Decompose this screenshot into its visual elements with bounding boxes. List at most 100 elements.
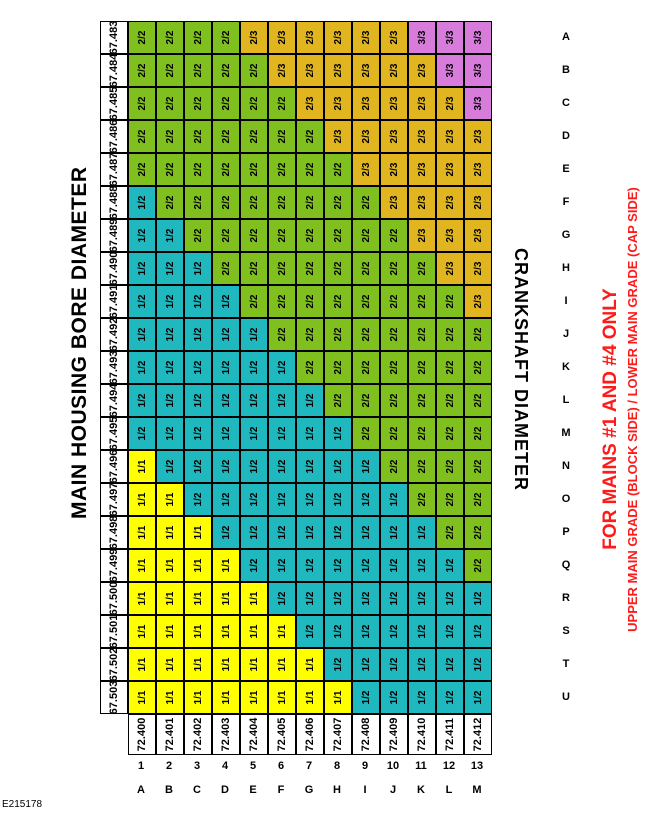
grade-cell: 1/2 — [352, 516, 380, 549]
row-letter: S — [562, 625, 570, 638]
grade-cell: 1/2 — [184, 285, 212, 318]
crank-diameter-header: 67.496 — [100, 450, 128, 483]
grade-cell: 2/2 — [352, 384, 380, 417]
column-number: 4 — [221, 760, 229, 772]
grade-cell: 1/2 — [212, 516, 240, 549]
grade-cell: 1/2 — [324, 615, 352, 648]
grade-cell: 1/1 — [240, 648, 268, 681]
grade-cell: 2/2 — [296, 153, 324, 186]
grade-cell: 2/2 — [128, 87, 156, 120]
grade-cell: 2/2 — [324, 153, 352, 186]
grade-cell: 2/2 — [436, 450, 464, 483]
grade-cell: 2/2 — [352, 351, 380, 384]
grade-cell: 2/3 — [408, 120, 436, 153]
grade-cell: 3/3 — [464, 21, 492, 54]
grade-cell: 1/1 — [156, 516, 184, 549]
grade-cell: 2/2 — [268, 153, 296, 186]
bore-diameter-header: 72.409 — [380, 714, 408, 755]
grade-cell: 1/1 — [184, 582, 212, 615]
crank-diameter-header: 67.494 — [100, 384, 128, 417]
grade-cell: 1/2 — [240, 549, 268, 582]
grade-cell: 1/2 — [408, 615, 436, 648]
grade-cell: 2/3 — [408, 219, 436, 252]
grade-cell: 1/2 — [156, 285, 184, 318]
column-letter: B — [165, 784, 173, 796]
column-number: 5 — [249, 760, 257, 772]
crank-diameter-header: 67.499 — [100, 549, 128, 582]
grade-cell: 1/1 — [128, 483, 156, 516]
grade-cell: 2/2 — [184, 87, 212, 120]
grade-cell: 1/2 — [240, 318, 268, 351]
grade-cell: 2/2 — [408, 318, 436, 351]
column-number: 9 — [361, 760, 369, 772]
grade-cell: 1/2 — [268, 351, 296, 384]
grade-cell: 1/2 — [296, 549, 324, 582]
grade-cell: 1/1 — [156, 681, 184, 714]
grade-cell: 1/2 — [156, 450, 184, 483]
grade-cell: 1/2 — [212, 285, 240, 318]
grade-cell: 1/1 — [156, 549, 184, 582]
row-letter: E — [562, 163, 570, 176]
grade-cell: 1/1 — [240, 615, 268, 648]
grade-cell: 2/2 — [324, 351, 352, 384]
grade-cell: 1/2 — [184, 252, 212, 285]
crank-diameter-header: 67.497 — [100, 483, 128, 516]
grade-cell: 1/2 — [240, 351, 268, 384]
bore-diameter-header: 72.406 — [296, 714, 324, 755]
grade-cell: 2/2 — [156, 54, 184, 87]
bore-diameter-header: 72.402 — [184, 714, 212, 755]
grade-cell: 2/2 — [128, 54, 156, 87]
grade-cell: 1/2 — [380, 681, 408, 714]
grade-cell: 2/2 — [296, 318, 324, 351]
grade-cell: 2/2 — [436, 318, 464, 351]
grade-cell: 1/1 — [128, 615, 156, 648]
grade-cell: 2/2 — [268, 285, 296, 318]
crank-diameter-header: 67.483 — [100, 21, 128, 54]
grade-cell: 2/2 — [240, 186, 268, 219]
grade-cell: 1/1 — [212, 549, 240, 582]
grade-cell: 1/1 — [128, 681, 156, 714]
figure-id: E215178 — [2, 799, 43, 810]
grade-cell: 2/3 — [464, 186, 492, 219]
grade-cell: 2/2 — [184, 120, 212, 153]
bore-diameter-header: 72.410 — [408, 714, 436, 755]
grade-cell: 1/2 — [380, 582, 408, 615]
bore-diameter-header: 72.401 — [156, 714, 184, 755]
grade-cell: 2/2 — [324, 384, 352, 417]
grade-cell: 1/2 — [184, 483, 212, 516]
grade-cell: 1/2 — [296, 615, 324, 648]
grade-cell: 2/2 — [408, 417, 436, 450]
grade-cell: 2/3 — [380, 186, 408, 219]
row-letter: P — [562, 526, 570, 539]
grade-cell: 1/2 — [212, 450, 240, 483]
grade-cell: 2/3 — [380, 120, 408, 153]
grade-cell: 2/3 — [408, 54, 436, 87]
crank-diameter-header: 67.493 — [100, 351, 128, 384]
grade-cell: 1/2 — [324, 549, 352, 582]
grade-cell: 2/2 — [240, 87, 268, 120]
row-letter: T — [562, 658, 570, 671]
grade-cell: 2/2 — [296, 285, 324, 318]
grade-cell: 2/2 — [408, 483, 436, 516]
column-number: 7 — [305, 760, 313, 772]
grade-cell: 1/1 — [184, 615, 212, 648]
grade-cell: 2/2 — [464, 384, 492, 417]
grade-cell: 2/2 — [436, 351, 464, 384]
grade-cell: 1/2 — [184, 450, 212, 483]
grade-cell: 2/3 — [380, 87, 408, 120]
column-letter: F — [277, 784, 285, 796]
grade-cell: 2/2 — [464, 318, 492, 351]
grade-cell: 2/2 — [240, 120, 268, 153]
grade-cell: 1/1 — [324, 681, 352, 714]
grade-cell: 2/2 — [212, 186, 240, 219]
grade-cell: 2/2 — [240, 153, 268, 186]
grade-cell: 2/2 — [268, 252, 296, 285]
bore-diameter-header: 72.407 — [324, 714, 352, 755]
grade-cell: 1/2 — [128, 318, 156, 351]
column-number: 2 — [165, 760, 173, 772]
row-letter: J — [562, 328, 570, 341]
grade-cell: 2/2 — [464, 351, 492, 384]
crank-diameter-header: 67.488 — [100, 186, 128, 219]
grade-cell: 2/3 — [324, 21, 352, 54]
grade-cell: 2/2 — [212, 120, 240, 153]
